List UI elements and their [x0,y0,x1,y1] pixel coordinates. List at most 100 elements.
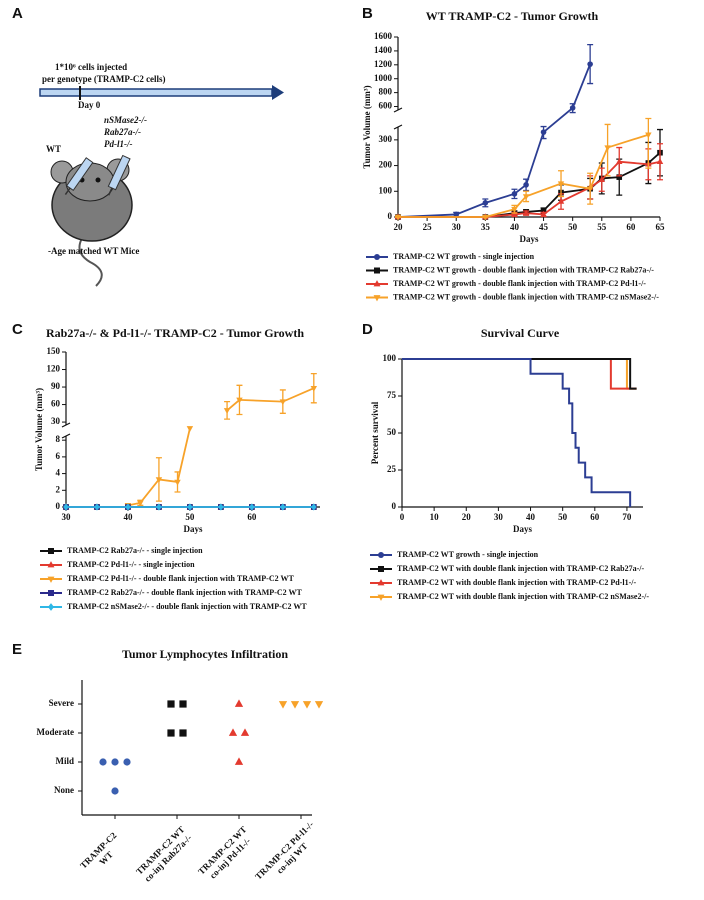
legend-marker [47,576,55,583]
diagram-text: Day 0 [78,100,101,110]
y-axis-label: Tumor Volume (mm³) [34,388,44,471]
x-tick-label: 45 [539,222,549,232]
y-axis-label: Tumor Volume (mm³) [362,85,372,168]
y-tick-label: 4 [56,468,61,478]
data-point [656,158,664,164]
diagram-text: WT [46,144,61,154]
x-tick-label: TRAMP-C2 [78,830,119,871]
y-tick-label: 100 [379,185,393,195]
x-tick-label: 40 [510,222,520,232]
x-tick-label: 60 [590,512,600,522]
data-point [186,426,194,432]
y-tick-label: 6 [56,451,61,461]
mouse-eye [95,177,101,183]
diagram-text: -Age matched WT Mice [48,246,139,256]
y-tick-label: 1200 [374,59,393,69]
data-point [522,209,530,216]
syringe-needle [107,187,113,196]
data-point [511,191,518,197]
y-tick-label: 30 [51,416,61,426]
series-line [397,63,591,218]
syringe-needle [64,187,71,195]
x-tick-label: 40 [526,512,536,522]
panel-label: A [12,5,23,22]
data-point [279,399,287,406]
legend-marker [373,295,381,302]
mouse-tail [78,229,103,287]
survival-line [402,358,632,507]
data-point [540,207,547,214]
y-tick-label: 150 [47,346,61,356]
legend-marker [378,566,384,572]
y-tick-label: 0 [388,211,393,221]
axis-break [61,422,71,428]
x-tick-label: 20 [462,512,472,522]
data-point [645,132,652,139]
x-tick-label: 60 [247,512,257,522]
panel-label: B [362,5,373,22]
axis-break [393,107,403,113]
chart-title: WT TRAMP-C2 - Tumor Growth [426,9,599,23]
y-tick-label: 2 [56,484,61,494]
x-tick-label: 65 [656,222,666,232]
y-tick-label: 1400 [374,45,393,55]
data-point [234,699,244,707]
y-tick-label: Moderate [37,727,74,737]
legend-marker [374,254,380,260]
panel-label: E [12,641,22,658]
syringe [64,157,94,195]
chart-title: Tumor Lymphocytes Infiltration [122,647,288,661]
chart-title: Rab27a-/- & Pd-l1-/- TRAMP-C2 - Tumor Gr… [46,326,304,340]
data-point [234,757,244,765]
data-point [236,397,243,404]
legend-marker [374,267,380,274]
error-bar [645,117,652,169]
diagram-text: Rab27a-/- [103,127,141,137]
timeline-arrow [272,85,284,100]
x-tick-label: 35 [481,222,491,232]
x-tick-label: 0 [400,512,405,522]
data-point [228,728,238,736]
data-point [123,758,131,766]
y-tick-label: 1600 [374,31,393,41]
legend-marker [378,552,384,558]
legend-marker [373,280,381,287]
legend-label: TRAMP-C2 WT with double flank injection … [397,592,649,601]
data-point [482,200,489,206]
data-point [156,503,162,511]
data-point [249,503,255,511]
x-tick-label: 30 [452,222,462,232]
y-tick-label: 25 [387,464,397,474]
data-point [240,728,250,736]
legend-marker [48,548,54,554]
y-tick-label: 100 [383,353,397,363]
data-point [174,479,181,486]
data-point [523,182,529,188]
data-point [290,701,300,709]
x-axis-label: Days [513,524,532,534]
data-point [482,214,489,221]
data-point [314,701,324,709]
x-tick-label: 30 [62,512,72,522]
diagram-text: per genotype (TRAMP-C2 cells) [42,74,166,84]
survival-line [402,358,637,390]
data-point [218,503,224,511]
x-tick-label: 60 [626,222,636,232]
timeline [39,88,273,97]
x-axis-label: Days [183,524,202,534]
y-tick-label: None [54,785,74,795]
y-tick-label: 600 [379,101,393,111]
x-tick-label: 55 [597,222,607,232]
legend-label: TRAMP-C2 WT with double flank injection … [397,578,636,587]
data-point [125,503,131,511]
syringe [107,154,131,196]
x-tick-label: 40 [123,512,133,522]
axis-break [61,433,71,439]
legend-label: TRAMP-C2 WT growth - double flank inject… [393,292,659,301]
y-tick-label: 200 [379,160,393,170]
data-point [311,503,317,511]
legend-marker [48,590,54,596]
